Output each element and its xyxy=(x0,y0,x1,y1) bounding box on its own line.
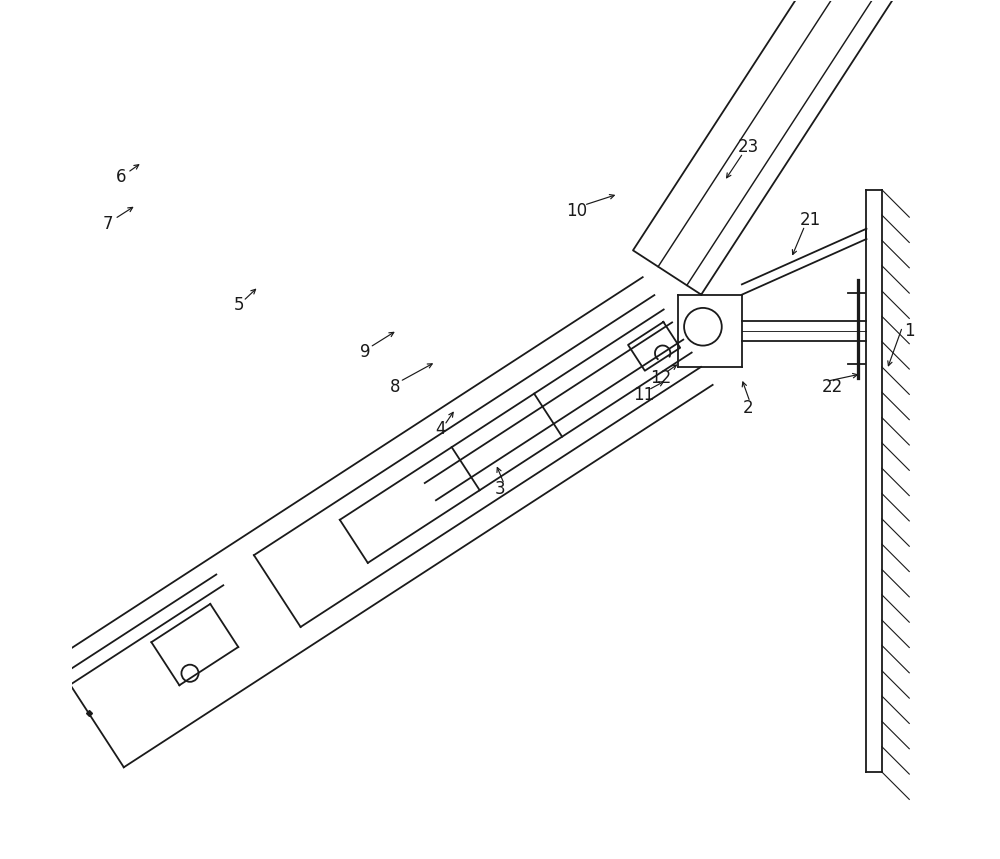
Text: 21: 21 xyxy=(799,210,821,228)
Text: 6: 6 xyxy=(116,168,127,186)
Text: 3: 3 xyxy=(495,480,505,498)
Text: 5: 5 xyxy=(234,296,244,314)
Text: 8: 8 xyxy=(390,378,401,396)
Text: 11: 11 xyxy=(633,387,654,405)
Text: 22: 22 xyxy=(822,378,843,396)
Text: 10: 10 xyxy=(566,202,588,220)
Text: 7: 7 xyxy=(103,215,113,233)
Text: 9: 9 xyxy=(360,344,371,362)
Text: 4: 4 xyxy=(435,421,445,438)
Text: 23: 23 xyxy=(738,138,759,156)
Text: 2: 2 xyxy=(743,399,754,417)
Text: 12: 12 xyxy=(650,369,672,387)
Text: 1: 1 xyxy=(904,322,915,340)
